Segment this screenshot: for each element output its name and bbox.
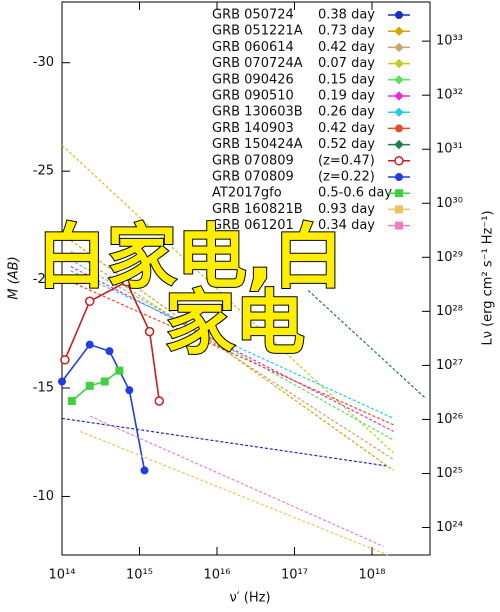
data-point (67, 397, 76, 406)
legend-epoch: 0.26 day (318, 105, 375, 120)
watermark: 家电 (165, 282, 305, 364)
data-point (144, 326, 155, 337)
y2-tick-label: 10³¹ (436, 142, 463, 157)
data-point (60, 355, 70, 365)
legend-marker (394, 26, 404, 36)
legend-epoch: 0.07 day (318, 56, 375, 71)
legend-marker (394, 58, 404, 69)
legend-marker (394, 75, 404, 85)
series-line (307, 289, 427, 400)
x-tick-label: 10¹⁴ (49, 568, 76, 583)
legend-name: GRB 090510 (212, 89, 294, 104)
data-point (85, 381, 94, 390)
x-tick-label: 10¹⁵ (126, 568, 153, 583)
legend-name: GRB 070809 (212, 153, 294, 168)
legend-marker (394, 91, 404, 101)
series-line (70, 270, 394, 419)
data-point (154, 396, 165, 406)
y2-tick-label: 10²⁹ (436, 250, 463, 265)
data-point (140, 466, 149, 475)
legend-marker (395, 11, 403, 19)
legend-marker (394, 156, 404, 166)
legend-epoch: 0.52 day (318, 137, 375, 152)
legend-epoch: (z=0.22) (318, 170, 375, 185)
legend-epoch: 0.73 day (318, 24, 375, 39)
legend-epoch: 0.93 day (318, 202, 375, 217)
series-line (61, 144, 395, 454)
y2-tick-label: 10²⁵ (436, 466, 463, 481)
legend-epoch: 0.5-0.6 day (318, 186, 392, 201)
legend-epoch: (z=0.47) (318, 153, 375, 168)
data-point (84, 296, 95, 307)
x-tick-label: 10¹⁷ (281, 568, 308, 583)
legend-epoch: 0.15 day (318, 72, 375, 87)
data-point (85, 340, 94, 349)
data-point (115, 366, 124, 375)
x-axis-label: ν′ (Hz) (229, 591, 270, 606)
legend-epoch: 0.34 day (318, 218, 375, 233)
y-tick-label: -30 (33, 55, 54, 70)
legend-name: GRB 070724A (212, 56, 303, 71)
y2-tick-label: 10³³ (436, 34, 463, 49)
y-tick-label: -10 (33, 489, 54, 504)
legend-name: GRB 150424A (212, 137, 303, 152)
data-point (105, 347, 114, 356)
y2-tick-label: 10²⁷ (436, 358, 463, 373)
series-line (89, 415, 384, 547)
legend-epoch: 0.38 day (318, 8, 375, 23)
legend-name: GRB 061201 (212, 218, 294, 233)
y-tick-label: -20 (33, 272, 54, 287)
legend-marker (395, 124, 403, 133)
series-line (61, 343, 146, 471)
legend-name: GRB 160821B (212, 202, 303, 217)
legend-name: GRB 060614 (212, 40, 294, 55)
legend-name: GRB 130603B (212, 105, 303, 120)
legend-name: AT2017gfo (212, 186, 282, 201)
legend-marker (394, 42, 404, 53)
data-point (58, 377, 66, 386)
data-point (125, 386, 134, 395)
legend-epoch: 0.19 day (318, 89, 375, 104)
series-line (79, 430, 389, 556)
legend-name: GRB 050724 (212, 8, 294, 23)
legend-marker (394, 139, 404, 150)
y2-tick-label: 10²⁶ (436, 412, 463, 427)
y2-tick-label: 10³² (436, 88, 463, 103)
y-tick-label: -15 (33, 381, 54, 396)
data-point (121, 277, 132, 287)
y2-tick-label: 10³⁰ (436, 196, 463, 211)
legend-epoch: 0.42 day (318, 40, 375, 55)
legend-marker (395, 189, 403, 198)
legend-name: GRB 051221A (212, 24, 303, 39)
series-line (70, 259, 394, 441)
data-point (100, 377, 109, 386)
legend-marker (395, 205, 403, 214)
legend-marker (394, 107, 404, 117)
y-axis-label: M (AB) (7, 256, 22, 299)
y2-tick-label: 10²⁸ (436, 304, 463, 319)
y-tick-label: -25 (33, 164, 54, 179)
y2-axis-label: Lν (erg cm² s⁻¹ Hz⁻¹) (481, 210, 496, 345)
legend-marker (395, 173, 403, 181)
y2-tick-label: 10²⁴ (436, 520, 463, 535)
plot-frame (61, 1, 431, 556)
legend-epoch: 0.42 day (318, 121, 375, 136)
series-line (70, 266, 394, 432)
series-line (71, 370, 120, 402)
legend-name: GRB 140903 (212, 121, 294, 136)
legend-name: GRB 070809 (212, 170, 294, 185)
legend-marker (395, 221, 403, 230)
watermark: 白家电,白 (37, 216, 344, 298)
legend-name: GRB 090426 (212, 72, 294, 87)
series-line (70, 281, 394, 426)
series-line (70, 250, 394, 461)
x-tick-label: 10¹⁶ (204, 568, 231, 583)
x-tick-label: 10¹⁸ (359, 568, 386, 583)
series-line (64, 280, 161, 402)
